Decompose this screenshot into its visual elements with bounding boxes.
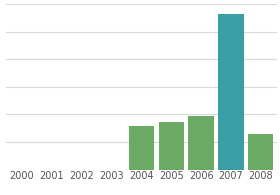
Bar	[218, 14, 244, 170]
Bar	[248, 134, 274, 170]
Bar	[158, 122, 184, 170]
Bar	[129, 126, 154, 170]
Bar	[188, 116, 214, 170]
